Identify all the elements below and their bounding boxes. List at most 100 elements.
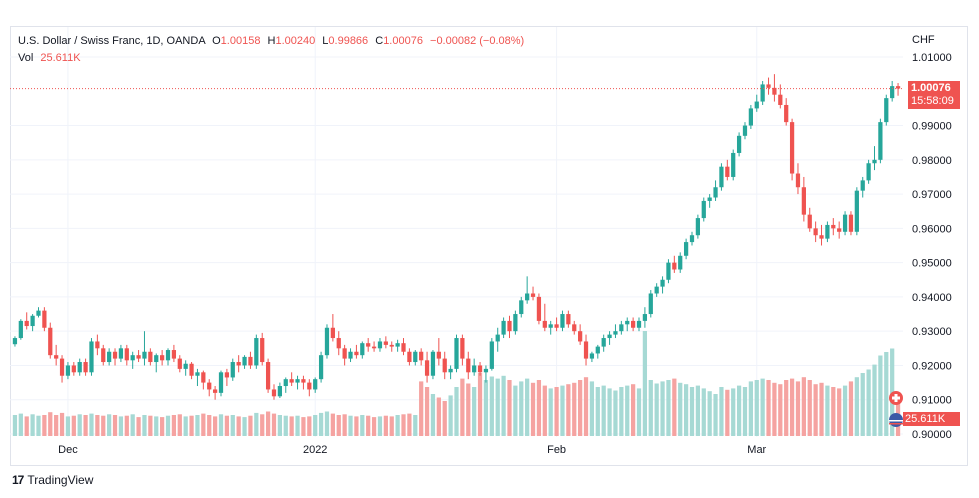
volume-bar (625, 385, 630, 436)
candle-body (890, 86, 895, 99)
volume-bar (631, 384, 636, 436)
low-label: L (322, 35, 329, 47)
volume-bar (837, 388, 842, 436)
volume-bar (348, 415, 353, 436)
volume-bar (42, 415, 47, 436)
candle-body (354, 351, 359, 356)
volume-bar (101, 415, 106, 436)
volume-value: 25.611K (40, 52, 81, 64)
y-tick-label: 0.93000 (912, 326, 952, 338)
candle-body (472, 365, 477, 373)
candle-body (89, 341, 94, 373)
candle-body (625, 320, 630, 325)
volume-bar (613, 390, 618, 436)
volume-bar (48, 412, 53, 436)
y-tick-label: 1.01000 (912, 52, 952, 64)
candle-body (71, 365, 76, 373)
volume-bar (265, 411, 271, 436)
candle-body (784, 104, 789, 123)
candle-body (142, 351, 147, 359)
volume-bar (130, 414, 135, 436)
volume-bar (472, 387, 477, 436)
candle-body (177, 358, 182, 369)
candle-body (536, 296, 542, 321)
candle-body (572, 324, 577, 332)
volume-bar (578, 380, 583, 436)
candle-body (813, 228, 818, 236)
close-label: C (375, 35, 384, 47)
volume-bar (436, 397, 441, 436)
candle-body (489, 341, 494, 369)
candle-body (566, 314, 571, 325)
volume-bar (254, 412, 259, 436)
volume-bar (95, 415, 100, 436)
volume-bar (731, 388, 736, 436)
volume-bar (507, 380, 512, 436)
bar-countdown: 15:58:09 (911, 95, 954, 107)
y-tick-label: 0.94000 (912, 292, 952, 304)
candle-body (277, 386, 282, 397)
candle-body (772, 87, 777, 95)
candle-body (366, 343, 371, 347)
volume-bar (483, 380, 489, 436)
volume-bar (12, 415, 18, 436)
candle-body (789, 122, 795, 174)
volume-bar (77, 414, 82, 436)
volume-bar (71, 415, 76, 436)
candle-body (707, 197, 712, 201)
volume-bar (636, 388, 642, 436)
candle-body (383, 341, 388, 345)
volume-bar (666, 380, 671, 436)
candle-body (318, 355, 324, 380)
volume-bar (318, 412, 324, 436)
volume-bar (495, 378, 500, 436)
candle-body (42, 310, 47, 328)
volume-bar (689, 387, 695, 436)
candle-body (848, 214, 854, 232)
candle-body (442, 358, 447, 373)
x-tick-label: Mar (747, 444, 766, 456)
volume-bar (307, 416, 312, 436)
candle-body (183, 363, 188, 369)
candle-body (313, 379, 318, 390)
volume-bar (784, 380, 789, 436)
volume-bar (725, 389, 730, 436)
candle-body (83, 362, 88, 373)
volume-bar (607, 388, 612, 436)
x-tick-label: 2022 (303, 444, 327, 456)
volume-bar (536, 380, 542, 436)
volume-bar (642, 331, 648, 436)
y-tick-label: 0.96000 (912, 223, 952, 235)
volume-bar (466, 383, 471, 436)
candle-body (301, 379, 306, 383)
volume-bar (566, 384, 571, 436)
candle-body (230, 362, 235, 378)
volume-bar (789, 378, 795, 436)
volume-bar (884, 352, 889, 436)
volume-bar (801, 377, 806, 436)
candle-body (660, 279, 665, 287)
volume-bar (872, 364, 877, 436)
volume-bar (413, 415, 418, 436)
volume-bar (112, 415, 118, 436)
candle-body (101, 348, 106, 363)
open-value: 1.00158 (220, 35, 261, 47)
volume-bar (819, 382, 824, 436)
candle-body (583, 341, 589, 359)
volume-bar (260, 414, 265, 436)
volume-bar (713, 394, 718, 436)
volume-bar (389, 416, 394, 436)
candle-body (283, 379, 288, 387)
candle-body (554, 324, 559, 328)
volume-bar (383, 415, 388, 436)
candle-body (136, 355, 141, 359)
volume-bar (813, 384, 818, 436)
change-value: −0.00082 (−0.08%) (430, 35, 525, 47)
volume-bar (866, 369, 871, 436)
volume-bar (30, 414, 35, 436)
tradingview-logo[interactable]: 17 TradingView (12, 473, 93, 487)
symbol-title: U.S. Dollar / Swiss Franc, 1D, OANDA (18, 35, 206, 47)
last-price-badge: 1.00076 15:58:09 (908, 81, 960, 109)
volume-bar (171, 415, 177, 436)
